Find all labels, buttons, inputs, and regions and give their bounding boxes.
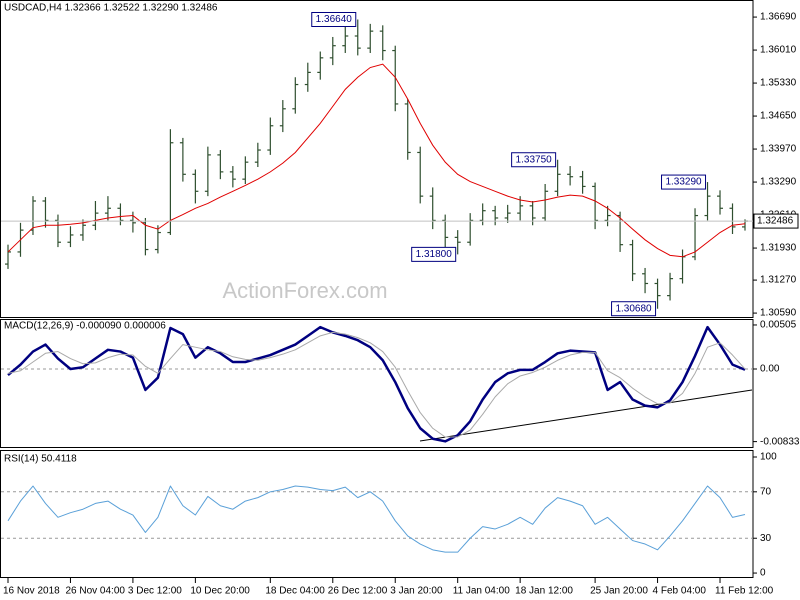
y-tick-label: 0.00 bbox=[760, 364, 780, 375]
annotation-label: 1.33290 bbox=[665, 177, 702, 188]
x-tick-label: 26 Nov 04:00 bbox=[65, 586, 125, 597]
x-tick-label: 4 Feb 04:00 bbox=[653, 586, 707, 597]
watermark: ActionForex.com bbox=[222, 278, 387, 303]
rsi-pane bbox=[0, 450, 754, 578]
y-tick-label: 1.31270 bbox=[760, 275, 797, 286]
y-tick-label: 100 bbox=[760, 452, 777, 463]
macd-pane bbox=[0, 319, 754, 448]
annotation-box bbox=[661, 174, 707, 190]
price-pane bbox=[0, 0, 754, 318]
y-tick-label: 1.35330 bbox=[760, 78, 797, 89]
y-tick-label: 1.31930 bbox=[760, 243, 797, 254]
annotation-box bbox=[411, 246, 457, 262]
y-tick-label: 1.36010 bbox=[760, 45, 797, 56]
x-tick-label: 18 Dec 04:00 bbox=[265, 586, 325, 597]
series-line bbox=[7, 331, 746, 438]
y-tick-label: 0 bbox=[760, 568, 766, 579]
series-line bbox=[7, 485, 746, 553]
y-tick-label: 1.33290 bbox=[760, 177, 797, 188]
annotation-label: 1.33750 bbox=[516, 154, 553, 165]
series-line bbox=[7, 325, 746, 443]
trend-line bbox=[419, 389, 753, 442]
x-tick-label: 26 Dec 12:00 bbox=[328, 586, 388, 597]
x-tick-label: 25 Jan 20:00 bbox=[590, 586, 648, 597]
y-tick-label: 0.00505 bbox=[760, 320, 797, 331]
y-tick-label: 70 bbox=[760, 486, 772, 497]
price-header: USDCAD,H4 1.32366 1.32522 1.32290 1.3248… bbox=[4, 3, 218, 14]
x-tick-label: 3 Dec 12:00 bbox=[128, 586, 182, 597]
x-tick-label: 16 Nov 2018 bbox=[3, 586, 60, 597]
x-tick-label: 11 Feb 12:00 bbox=[715, 586, 774, 597]
last-price-label: 1.32486 bbox=[757, 216, 794, 227]
x-tick-label: 18 Jan 12:00 bbox=[515, 586, 573, 597]
y-tick-label: 1.34650 bbox=[760, 111, 797, 122]
annotation-box bbox=[611, 301, 657, 317]
annotation-label: 1.31800 bbox=[416, 249, 453, 260]
y-tick-label: 1.33970 bbox=[760, 144, 797, 155]
annotation-label: 1.30680 bbox=[615, 303, 652, 314]
y-tick-label: 1.30590 bbox=[760, 308, 797, 319]
annotation-box bbox=[511, 152, 557, 168]
x-tick-label: 3 Jan 20:00 bbox=[390, 586, 443, 597]
moving-average bbox=[7, 63, 746, 258]
annotation-label: 1.36640 bbox=[316, 14, 353, 25]
y-tick-label: 30 bbox=[760, 533, 772, 544]
rsi-header: RSI(14) 50.4118 bbox=[4, 454, 77, 465]
y-tick-label: 1.36690 bbox=[760, 12, 797, 23]
x-tick-label: 10 Dec 20:00 bbox=[190, 586, 250, 597]
last-price-box bbox=[753, 213, 799, 229]
x-tick-label: 11 Jan 04:00 bbox=[453, 586, 511, 597]
y-tick-label: -0.008332 bbox=[760, 436, 800, 447]
annotation-box bbox=[311, 11, 357, 27]
macd-header: MACD(12,26,9) -0.000090 0.000006 bbox=[4, 321, 166, 332]
